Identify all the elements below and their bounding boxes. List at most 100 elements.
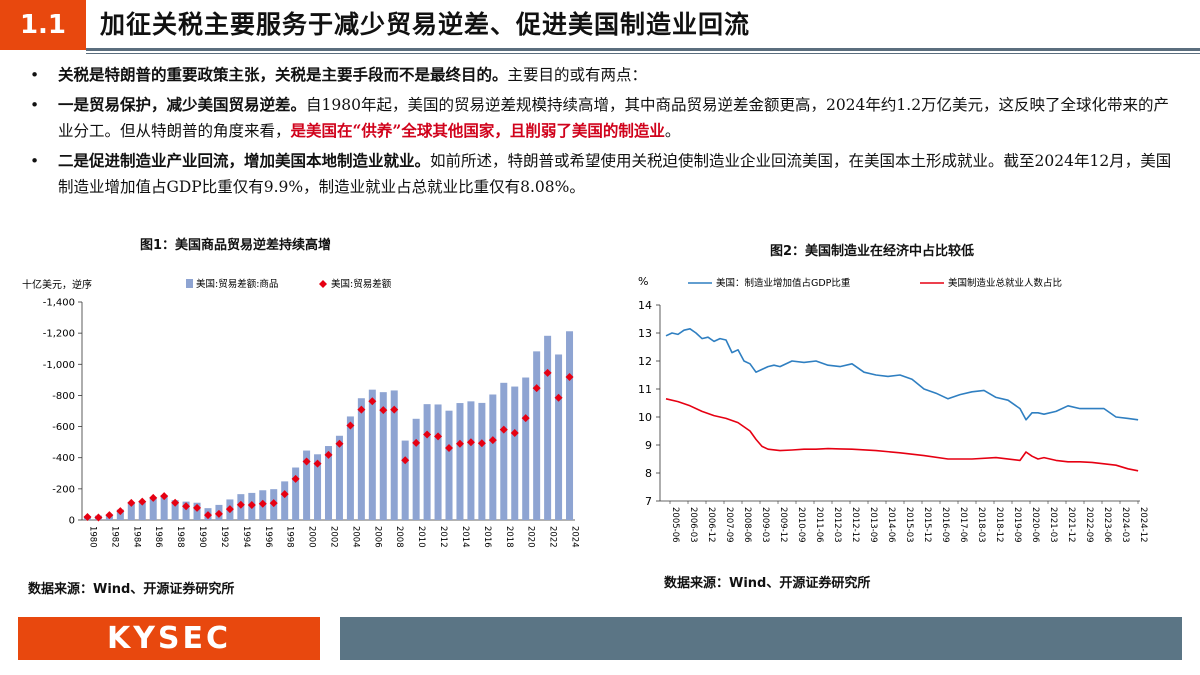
chart1-dot bbox=[379, 406, 388, 415]
chart2-xtick-label: 2011-06 bbox=[814, 507, 824, 543]
chart1-ytick-label: -400 bbox=[52, 453, 75, 464]
chart1-bar bbox=[127, 502, 135, 520]
chart1-dot bbox=[182, 502, 191, 511]
chart1-dot bbox=[193, 503, 202, 512]
chart2-legend-red-label: 美国制造业总就业人数占比 bbox=[948, 277, 1062, 289]
chart1-dot bbox=[214, 509, 223, 518]
bullet-item-3: • 二是促进制造业产业回流，增加美国本地制造业就业。如前所述，特朗普或希望使用关… bbox=[28, 148, 1178, 200]
chart1-ytick-label: 0 bbox=[69, 516, 75, 527]
chart1-dot bbox=[412, 438, 421, 447]
chart1-bar bbox=[533, 351, 541, 520]
chart2-xtick-label: 2024-03 bbox=[1120, 507, 1130, 543]
chart2-xtick-label: 2019-09 bbox=[1012, 507, 1022, 543]
bullet-3-bold: 二是促进制造业产业回流，增加美国本地制造业就业。 bbox=[58, 151, 431, 170]
chart1-dot bbox=[532, 384, 541, 393]
chart1-trade-deficit: 十亿美元，逆序 美国:贸易差额:商品 美国:贸易差额 0 -200 -400 -600 -80… bbox=[22, 278, 580, 548]
chart1-dot bbox=[423, 430, 432, 439]
chart1-dot bbox=[521, 414, 530, 423]
chart2-xtick-label: 2006-03 bbox=[688, 507, 698, 543]
chart1-bar bbox=[368, 389, 376, 520]
bullet-dot: • bbox=[30, 152, 40, 170]
chart1-dot bbox=[83, 513, 92, 522]
chart2-xtick-label: 2012-12 bbox=[850, 507, 860, 543]
chart1-bar bbox=[314, 454, 322, 520]
chart2-title: 图2：美国制造业在经济中占比较低 bbox=[770, 244, 975, 259]
chart1-bar bbox=[379, 392, 387, 520]
chart1-ytick-label: -200 bbox=[52, 484, 75, 495]
chart1-bar bbox=[138, 501, 146, 520]
footer-logo-bar: KYSEC bbox=[18, 617, 320, 660]
chart1-legend-dot-swatch bbox=[319, 280, 327, 288]
chart2-manufacturing-share: % 美国：制造业增加值占GDP比重 美国制造业总就业人数占比 7 8 9 10 11 12 13 1… bbox=[638, 275, 1148, 543]
chart1-xtick-label: 1998 bbox=[285, 526, 295, 548]
chart2-ytick-label: 13 bbox=[638, 327, 652, 340]
chart1-bar bbox=[544, 335, 552, 520]
chart1-dot bbox=[138, 497, 147, 506]
chart1-bar bbox=[357, 398, 365, 520]
chart1-xtick-label: 2004 bbox=[350, 526, 360, 548]
chart2-xtick-label: 2018-03 bbox=[976, 507, 986, 543]
chart1-ytick-label: -1,400 bbox=[43, 298, 75, 309]
chart2-ytick-label: 8 bbox=[645, 467, 652, 480]
bullet-1-bold: 关税是特朗普的重要政策主张，关税是主要手段而不是最终目的。 bbox=[58, 65, 508, 84]
chart1-ytick-label: -1,200 bbox=[43, 329, 75, 340]
chart1-bar bbox=[522, 377, 530, 520]
chart1-xtick-label: 1988 bbox=[175, 526, 185, 548]
source-note-right: 数据来源：Wind、开源证券研究所 bbox=[664, 576, 871, 591]
chart1-bar bbox=[445, 410, 453, 520]
bullet-2-red: 是美国在“供养”全球其他国家，且削弱了美国的制造业 bbox=[290, 121, 665, 140]
footer-bar bbox=[340, 617, 1182, 660]
chart1-dot bbox=[434, 432, 443, 441]
header-divider bbox=[86, 48, 1200, 51]
chart1-bar bbox=[160, 495, 168, 520]
chart1-bar bbox=[566, 331, 574, 520]
chart1-dot bbox=[127, 498, 136, 507]
chart1-dot bbox=[225, 505, 234, 514]
chart1-dot bbox=[499, 425, 508, 434]
chart2-xtick-label: 2008-06 bbox=[742, 507, 752, 543]
chart2-ytick-label: 14 bbox=[638, 299, 652, 312]
chart1-bar bbox=[467, 401, 475, 520]
chart2-xtick-label: 2014-06 bbox=[886, 507, 896, 543]
chart2-ytick-label: 7 bbox=[645, 495, 652, 508]
chart2-xtick-label: 2015-12 bbox=[922, 507, 932, 543]
chart2-xtick-label: 2021-12 bbox=[1066, 507, 1076, 543]
chart2-line-gdp-share bbox=[665, 327, 1139, 421]
chart2-xtick-label: 2024-12 bbox=[1138, 507, 1148, 543]
chart2-ytick-label: 10 bbox=[638, 411, 652, 424]
chart1-xtick-label: 1994 bbox=[241, 526, 251, 548]
chart1-bar bbox=[478, 402, 486, 520]
chart1-bar bbox=[412, 418, 420, 520]
bullet-1-text: 主要目的或有两点： bbox=[507, 66, 648, 84]
chart2-ytick-label: 9 bbox=[645, 439, 652, 452]
chart1-dot bbox=[357, 405, 366, 414]
chart1-xtick-label: 1992 bbox=[219, 526, 229, 548]
chart1-legend-bar-label: 美国:贸易差额:商品 bbox=[196, 278, 278, 290]
chart1-xtick-label: 2000 bbox=[307, 526, 317, 548]
page-title: 加征关税主要服务于减少贸易逆差、促进美国制造业回流 bbox=[100, 10, 751, 39]
chart2-ytick-label: 12 bbox=[638, 355, 652, 368]
chart1-bar bbox=[346, 416, 354, 520]
chart1-bar bbox=[335, 435, 343, 520]
chart1-bar bbox=[324, 446, 333, 520]
chart1-ylabel: 十亿美元，逆序 bbox=[22, 278, 92, 291]
kysec-logo: KYSEC bbox=[106, 621, 232, 656]
chart2-xtick-label: 2005-06 bbox=[670, 507, 680, 543]
chart1-bar bbox=[182, 501, 190, 520]
chart1-bar bbox=[303, 450, 311, 520]
chart1-bar bbox=[292, 467, 300, 520]
header-divider-thin bbox=[86, 53, 1200, 54]
chart1-bar bbox=[149, 497, 157, 520]
chart1-xtick-label: 2008 bbox=[394, 526, 404, 548]
chart1-ytick-label: -600 bbox=[52, 422, 75, 433]
chart1-dot bbox=[160, 492, 169, 501]
chart2-line-employment-share bbox=[665, 398, 1139, 472]
chart2-xtick-label: 2021-03 bbox=[1048, 507, 1058, 543]
chart2-xtick-label: 2017-06 bbox=[958, 507, 968, 543]
chart2-xtick-label: 2016-09 bbox=[940, 507, 950, 543]
chart1-bar bbox=[423, 404, 431, 520]
chart1-dot bbox=[280, 490, 289, 499]
chart1-dot bbox=[105, 511, 114, 520]
chart2-legend-blue-label: 美国：制造业增加值占GDP比重 bbox=[716, 277, 851, 289]
chart1-dot bbox=[247, 501, 256, 510]
